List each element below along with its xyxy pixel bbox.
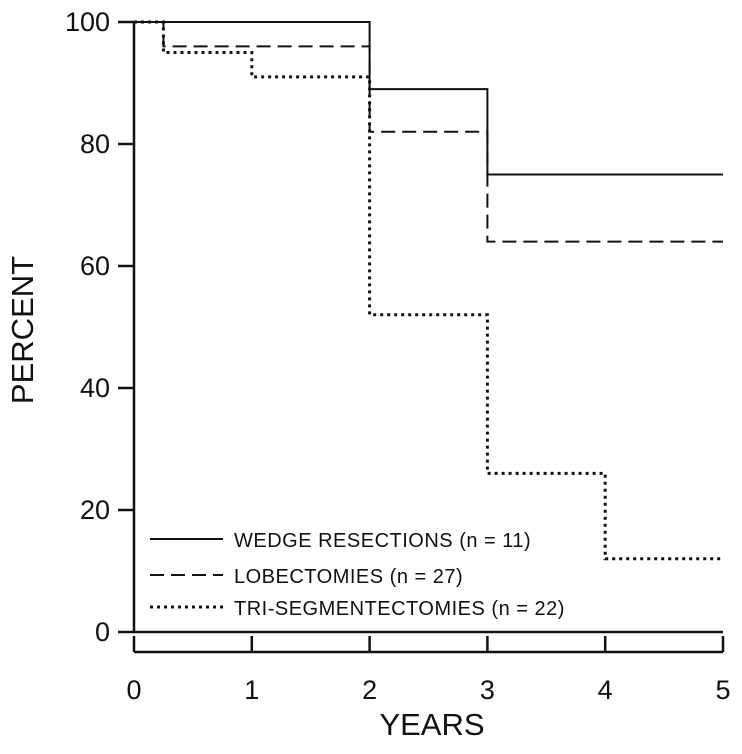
- series-line-dashed: [134, 21, 723, 243]
- legend: WEDGE RESECTIONS (n = 11) LOBECTOMIES (n …: [150, 530, 565, 620]
- y-axis-title: PERCENT: [5, 256, 40, 404]
- x-axis-title: YEARS: [379, 707, 484, 742]
- series-line-dotted: [134, 20, 723, 561]
- axes: 0 20 40 60 80 100 0 1 2 3 4 5: [65, 7, 731, 705]
- x-tick-label: 4: [598, 675, 613, 705]
- y-tick-label: 60: [80, 251, 110, 281]
- x-tick-label: 1: [244, 675, 259, 705]
- y-tick-label: 20: [80, 495, 110, 525]
- x-tick-label: 2: [362, 675, 377, 705]
- y-tick-label: 80: [80, 129, 110, 159]
- x-tick-label: 5: [715, 675, 730, 705]
- legend-label: LOBECTOMIES (n = 27): [234, 566, 463, 588]
- legend-label: WEDGE RESECTIONS (n = 11): [234, 530, 531, 552]
- y-tick-label: 40: [80, 373, 110, 403]
- series-line-solid: [134, 21, 723, 176]
- legend-label: TRI-SEGMENTECTOMIES (n = 22): [234, 598, 565, 620]
- y-tick-label: 100: [65, 7, 110, 37]
- y-tick-label: 0: [95, 617, 110, 647]
- x-tick-label: 3: [480, 675, 495, 705]
- series-layer: [134, 20, 723, 561]
- x-tick-label: 0: [126, 675, 141, 705]
